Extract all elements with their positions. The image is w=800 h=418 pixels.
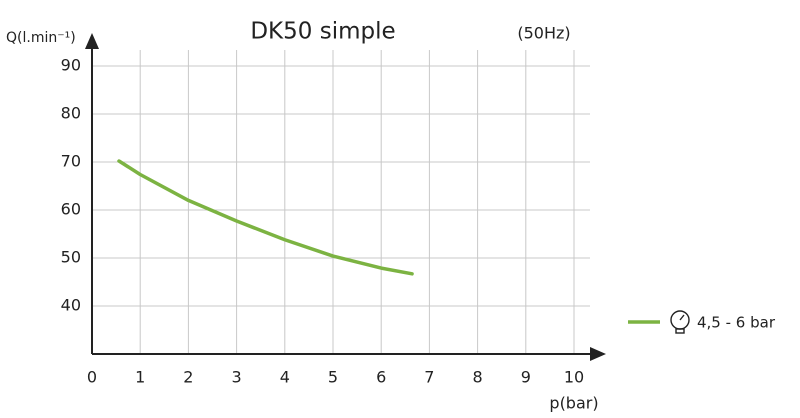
- y-tick-label: 90: [61, 56, 81, 75]
- x-axis-label: p(bar): [549, 394, 598, 413]
- chart-title: DK50 simple: [250, 19, 395, 45]
- x-tick-label: 10: [564, 368, 584, 387]
- grid: [91, 50, 590, 354]
- y-axis-label: Q(l.min⁻¹): [6, 30, 76, 46]
- x-axis-arrow: [590, 347, 606, 361]
- y-tick-label: 40: [61, 296, 81, 315]
- y-axis-arrow: [85, 33, 99, 49]
- x-tick-label: 6: [376, 368, 386, 387]
- legend-label: 4,5 - 6 bar: [697, 314, 776, 332]
- x-tick-label: 9: [521, 368, 531, 387]
- x-tick-label: 4: [280, 368, 290, 387]
- chart-subtitle: (50Hz): [517, 24, 570, 43]
- x-tick-label: 0: [87, 368, 97, 387]
- y-tick-label: 50: [61, 248, 81, 267]
- data-line: [117, 159, 414, 276]
- x-tick-label: 2: [183, 368, 193, 387]
- x-tick-label: 3: [232, 368, 242, 387]
- x-tick-label: 1: [135, 368, 145, 387]
- x-tick-label: 5: [328, 368, 338, 387]
- legend-icon: [670, 310, 690, 334]
- y-tick-label: 70: [61, 152, 81, 171]
- x-tick-label: 7: [424, 368, 434, 387]
- y-tick-label: 80: [61, 104, 81, 123]
- y-tick-label: 60: [61, 200, 81, 219]
- x-tick-label: 8: [473, 368, 483, 387]
